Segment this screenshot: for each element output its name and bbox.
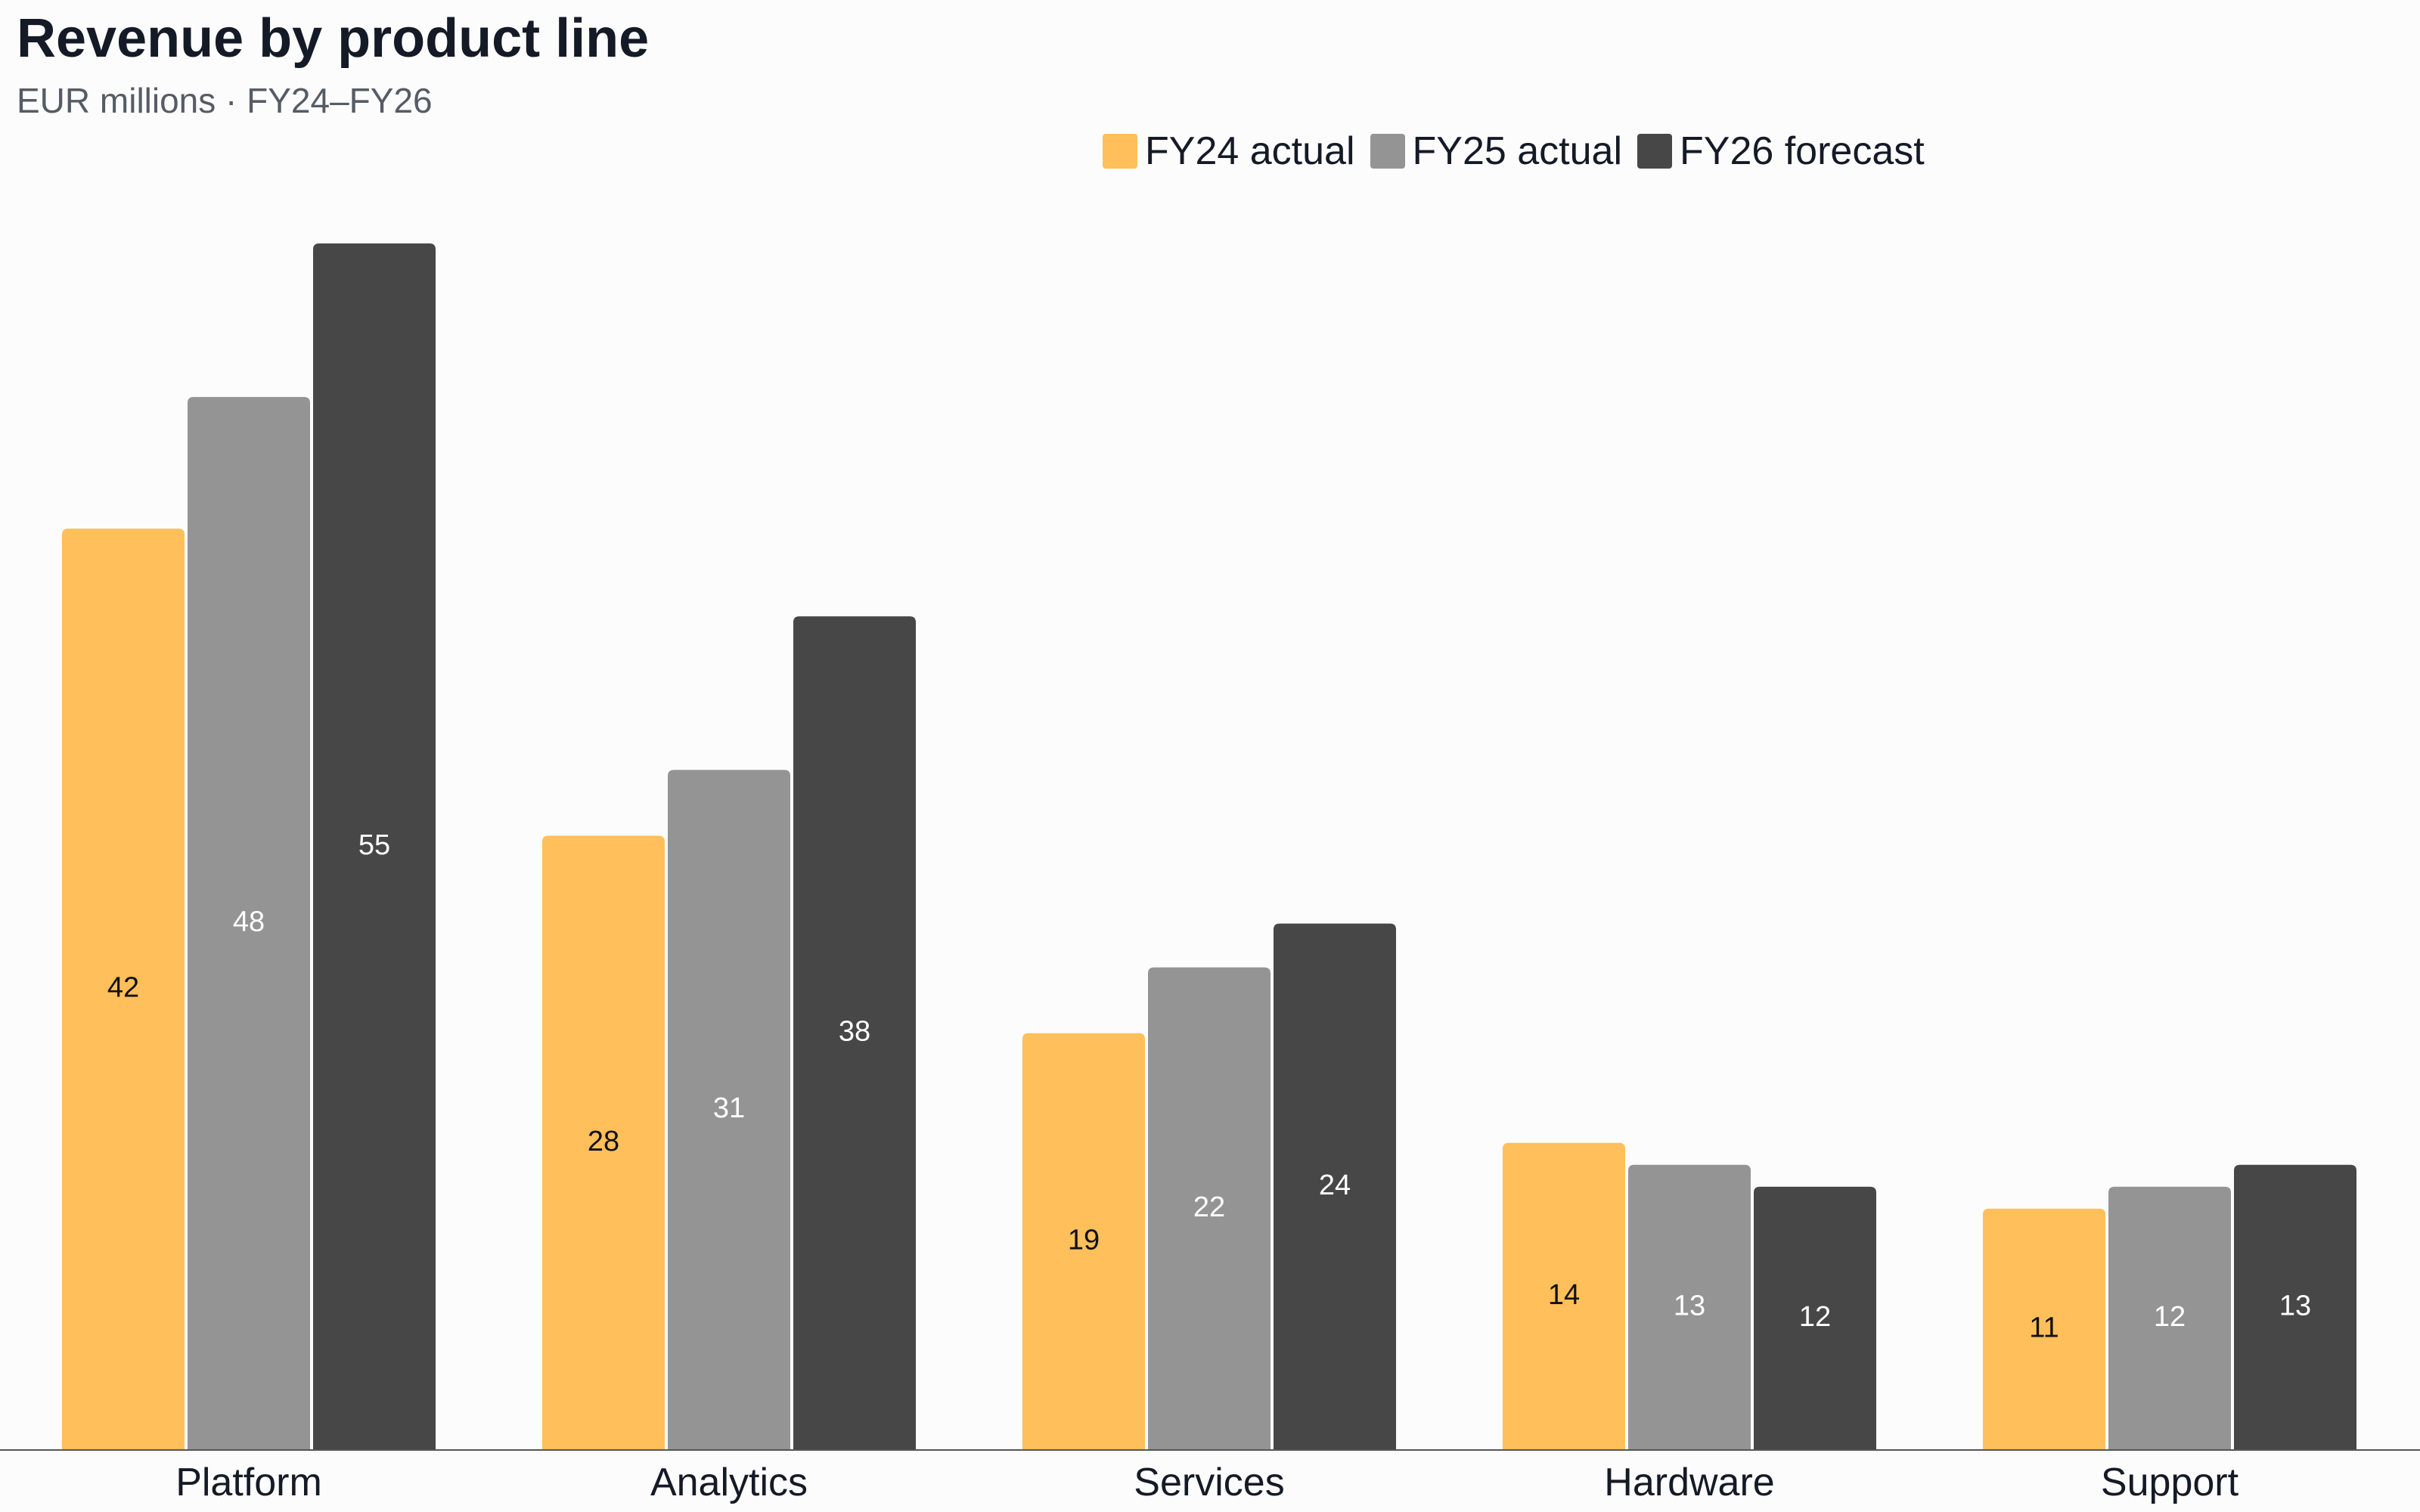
- bars-layer: [62, 243, 2356, 1451]
- bar-services-fy24-actual: [1022, 1033, 1145, 1450]
- bar-support-fy25-actual: [2108, 1186, 2231, 1450]
- data-label-hardware-fy24-actual: 14: [1548, 1279, 1580, 1311]
- x-tick-label-analytics: Analytics: [650, 1461, 808, 1504]
- bar-analytics-fy26-forecast: [793, 616, 916, 1450]
- bar-platform-fy24-actual: [62, 528, 185, 1451]
- x-tick-label-support: Support: [2101, 1461, 2239, 1504]
- data-label-support-fy26-forecast: 13: [2279, 1290, 2311, 1321]
- bar-support-fy24-actual: [1983, 1208, 2105, 1450]
- data-label-platform-fy25-actual: 48: [233, 906, 265, 938]
- data-label-services-fy24-actual: 19: [1068, 1224, 1100, 1256]
- bar-services-fy26-forecast: [1274, 923, 1396, 1450]
- legend-item-fy26: FY26 forecast: [1637, 129, 1925, 174]
- legend-swatch-fy25: [1370, 134, 1405, 169]
- bar-services-fy25-actual: [1148, 967, 1270, 1450]
- data-label-analytics-fy25-actual: 31: [713, 1092, 745, 1124]
- chart-subtitle: EUR millions · FY24–FY26: [17, 81, 433, 120]
- chart-title: Revenue by product line: [17, 8, 650, 69]
- legend-label-fy24: FY24 actual: [1145, 129, 1355, 173]
- data-label-platform-fy24-actual: 42: [107, 972, 139, 1004]
- bar-platform-fy26-forecast: [313, 243, 436, 1450]
- legend-label-fy26: FY26 forecast: [1680, 129, 1925, 173]
- bar-analytics-fy24-actual: [542, 835, 665, 1450]
- data-label-analytics-fy24-actual: 28: [588, 1126, 619, 1157]
- data-label-hardware-fy26-forecast: 12: [1799, 1301, 1831, 1333]
- bar-hardware-fy24-actual: [1503, 1142, 1625, 1450]
- legend: FY24 actual FY25 actual FY26 forecast: [1103, 129, 1940, 174]
- data-label-platform-fy26-forecast: 55: [358, 829, 390, 861]
- bar-hardware-fy26-forecast: [1754, 1186, 1876, 1450]
- data-label-services-fy25-actual: 22: [1193, 1191, 1225, 1223]
- legend-item-fy24: FY24 actual: [1103, 129, 1355, 174]
- data-labels-layer: 42 48 55 28 31 38 19 22 24 14 13 12 11 12 13: [107, 829, 2311, 1343]
- bar-support-fy26-forecast: [2234, 1164, 2356, 1450]
- data-label-services-fy26-forecast: 24: [1319, 1170, 1351, 1201]
- bar-hardware-fy25-actual: [1628, 1164, 1751, 1450]
- bar-platform-fy25-actual: [188, 397, 310, 1451]
- data-label-support-fy24-actual: 11: [2029, 1312, 2059, 1343]
- data-label-analytics-fy26-forecast: 38: [839, 1016, 870, 1048]
- legend-swatch-fy24: [1103, 134, 1137, 169]
- x-tick-label-platform: Platform: [175, 1461, 322, 1504]
- bar-analytics-fy25-actual: [668, 770, 790, 1450]
- data-label-hardware-fy25-actual: 13: [1674, 1290, 1705, 1321]
- x-tick-label-hardware: Hardware: [1604, 1461, 1774, 1504]
- data-label-support-fy25-actual: 12: [2154, 1301, 2186, 1333]
- legend-label-fy25: FY25 actual: [1412, 129, 1623, 173]
- x-tick-labels-layer: Platform Analytics Services Hardware Support: [175, 1461, 2238, 1504]
- legend-swatch-fy26: [1637, 134, 1672, 169]
- legend-item-fy25: FY25 actual: [1370, 129, 1623, 174]
- x-tick-label-services: Services: [1134, 1461, 1284, 1504]
